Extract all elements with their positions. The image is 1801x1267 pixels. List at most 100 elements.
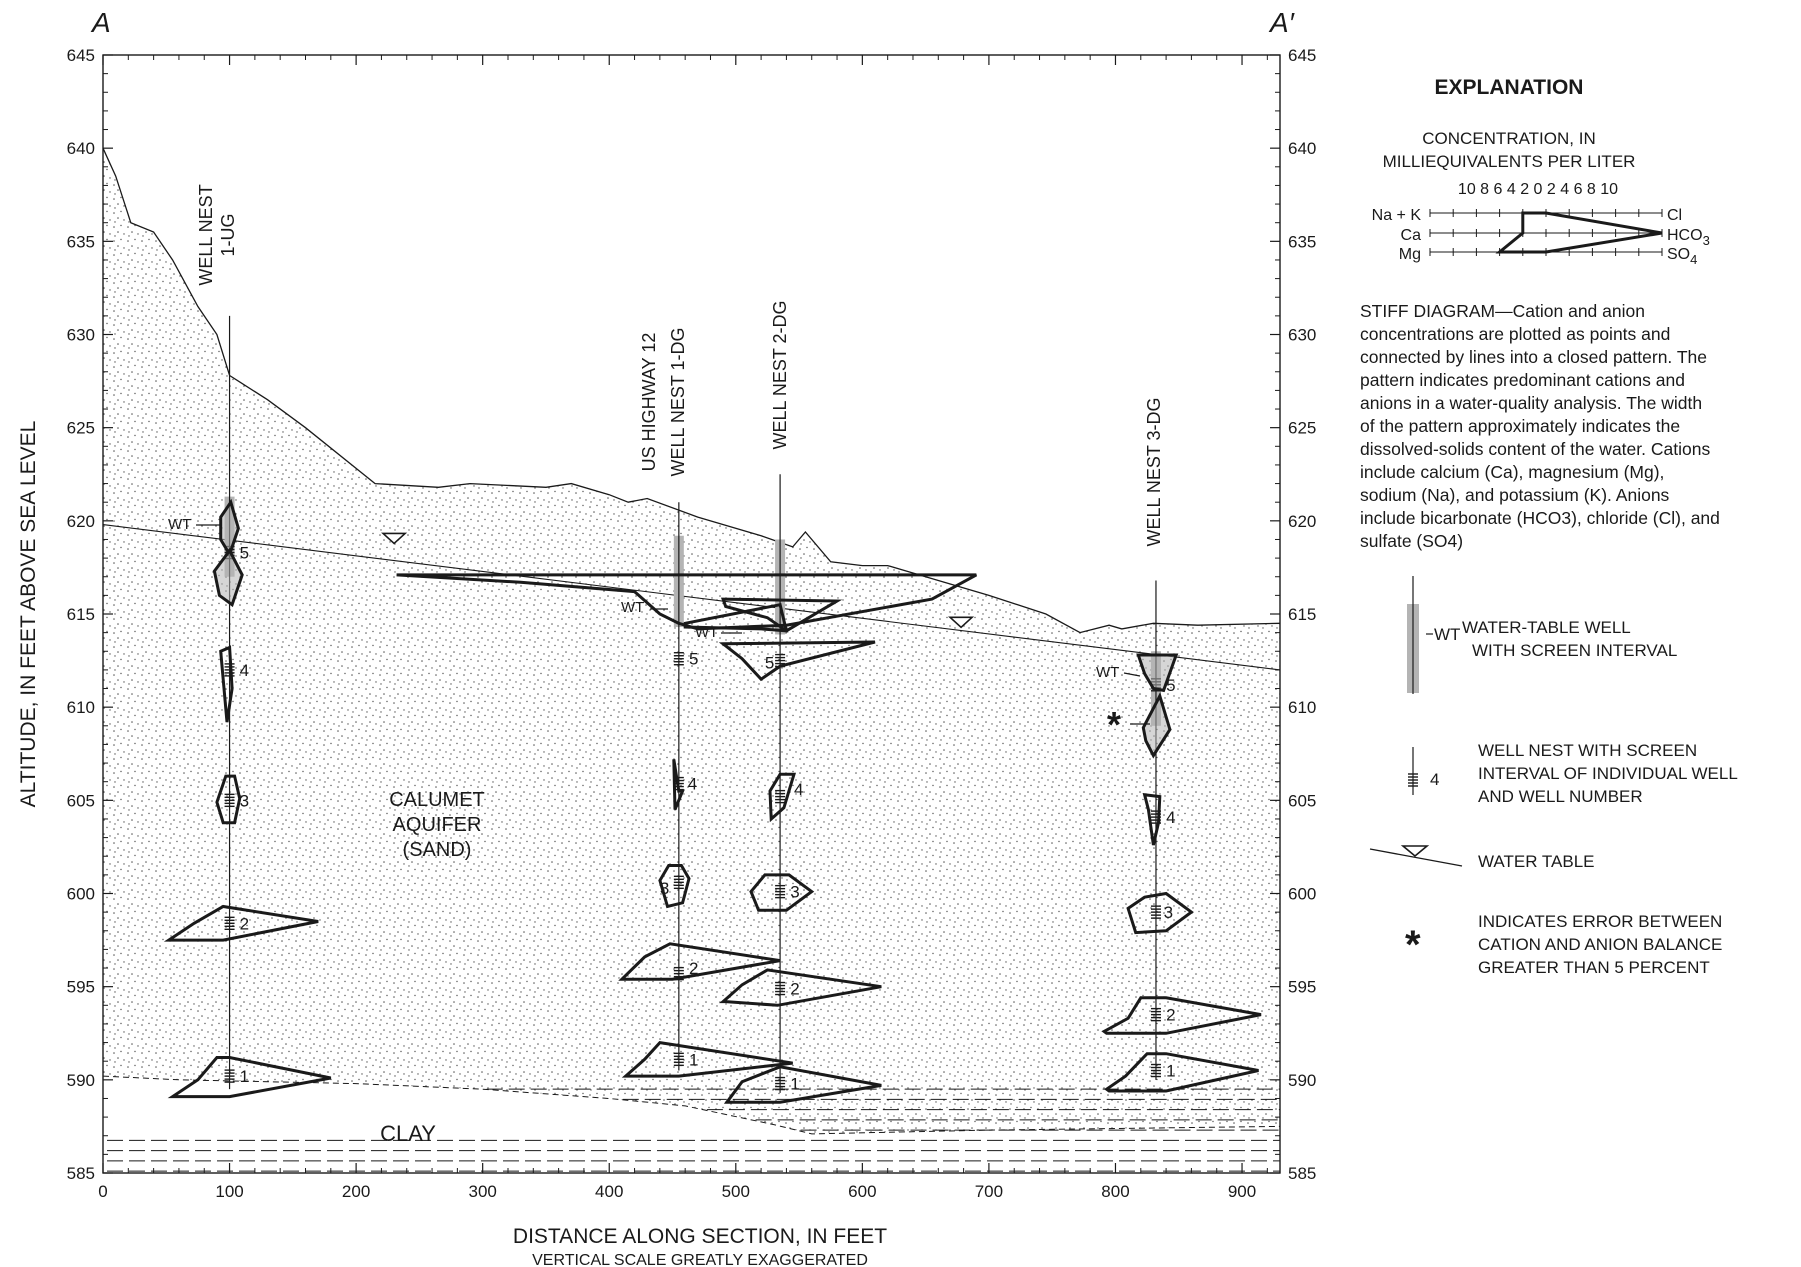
concentration-title-1: CONCENTRATION, IN: [1422, 129, 1595, 148]
well-number-label: 1: [689, 1050, 698, 1069]
stiff-diagram-2dg-wt: [720, 597, 843, 633]
well-number-label: 5: [765, 653, 774, 672]
legend-nest-text-2: INTERVAL OF INDIVIDUAL WELL: [1478, 764, 1738, 783]
stiff-diagram-1dg-1: [621, 1040, 793, 1078]
well-number-label: 2: [790, 980, 799, 999]
section-label-a: A: [90, 7, 111, 38]
well-number-label: 5: [240, 544, 249, 563]
legend-water-table-text: WATER TABLE: [1478, 852, 1595, 871]
y-tick-labels-right: 585 590 595 600 605 610 615 620 625 630 635 640 645: [1288, 46, 1316, 1183]
stiff-diagram-1ug-5: [219, 498, 240, 558]
legend-asterisk: *: [1405, 923, 1421, 967]
aquifer-label-line-3: (SAND): [403, 839, 472, 861]
legend-water-table-triangle: [1400, 845, 1430, 858]
legend-nest-text-3: AND WELL NUMBER: [1478, 787, 1643, 806]
y-tick-label-right: 610: [1288, 698, 1316, 717]
y-axis-title: ALTITUDE, IN FEET ABOVE SEA LEVEL: [17, 421, 40, 808]
stiff-diagram-1dg-3: [658, 864, 691, 909]
legend-nest-number: 4: [1430, 770, 1439, 789]
stiff-diagram-2dg-3: [749, 873, 815, 912]
stiff-diagram-2dg-5: [718, 640, 876, 682]
stiff-diagram-1dg-2: [618, 942, 781, 981]
stiff-scale-ticks: 10 8 6 4 2 0 2 4 6 8 10: [1458, 181, 1618, 198]
y-tick-label-left: 620: [67, 512, 95, 531]
water-table-markers: [381, 532, 975, 629]
y-tick-label-right: 590: [1288, 1071, 1316, 1090]
stiff-diagram-2dg-2: [719, 968, 882, 1007]
y-tick-label-right: 635: [1288, 232, 1316, 251]
well-nest-3dg-title: WELL NEST 3-DG: [1144, 397, 1164, 546]
stiff-diagram-3dg-5: [1136, 653, 1179, 693]
y-tick-label-right: 625: [1288, 419, 1316, 438]
legend-nest-text-1: WELL NEST WITH SCREEN: [1478, 741, 1697, 760]
x-tick-label: 400: [595, 1182, 623, 1201]
legend-nest-screen: [1408, 773, 1418, 787]
legend-error-text-2: CATION AND ANION BALANCE: [1478, 935, 1722, 954]
stiff-diagram-3dg-3: [1126, 891, 1194, 935]
aquifer-label-line-2: AQUIFER: [393, 814, 482, 836]
clay-label: CLAY: [380, 1121, 436, 1146]
y-tick-label-left: 595: [67, 978, 95, 997]
x-tick-labels: 0 100 200 300 400 500 600 700 800 900: [98, 1182, 1256, 1201]
well-nest-2dg-title: WELL NEST 2-DG: [770, 300, 790, 449]
well-number-label: 3: [660, 879, 669, 898]
y-tick-label-right: 595: [1288, 978, 1316, 997]
well-number-label: 2: [689, 959, 698, 978]
well-number-label: 4: [240, 661, 249, 680]
legend-anion-cl: Cl: [1667, 207, 1682, 224]
y-tick-label-left: 605: [67, 791, 95, 810]
land-surface-line: [102, 147, 1281, 634]
legend-water-table-line: [1369, 848, 1463, 867]
y-tick-label-right: 640: [1288, 139, 1316, 158]
wt-label-1dg: WT: [621, 599, 644, 616]
stiff-diagram-1ug-5b: [212, 547, 244, 608]
x-tick-label: 0: [98, 1182, 107, 1201]
legend-wt-well-text-2: WITH SCREEN INTERVAL: [1472, 641, 1677, 660]
y-tick-labels-left: 585 590 595 600 605 610 615 620 625 630 635 640 645: [67, 46, 95, 1183]
stiff-diagram-2dg-4: [768, 772, 797, 823]
y-tick-label-left: 640: [67, 139, 95, 158]
y-tick-label-left: 635: [67, 232, 95, 251]
well-number-label: 2: [1166, 1006, 1175, 1025]
well-nest-1dg-title-2: WELL NEST 1-DG: [668, 327, 688, 476]
y-tick-label-right: 600: [1288, 885, 1316, 904]
well-number-label: 5: [1166, 676, 1175, 695]
well-number-label: 4: [688, 775, 697, 794]
error-asterisk: *: [1107, 704, 1121, 745]
y-tick-label-left: 615: [67, 605, 95, 624]
legend-anion-so4: SO4: [1667, 246, 1697, 267]
well-nest-1ug-title-2: 1-UG: [218, 213, 238, 256]
well-number-label: 3: [1164, 903, 1173, 922]
well-nest-1ug-title-1: WELL NEST: [196, 184, 216, 285]
legend-error-text-1: INDICATES ERROR BETWEEN: [1478, 912, 1722, 931]
stiff-diagram-1dg-wt: [683, 602, 789, 633]
y-tick-label-left: 645: [67, 46, 95, 65]
water-table-marker: [381, 532, 408, 545]
explanation-title: EXPLANATION: [1435, 76, 1584, 99]
well-nest-1dg-title-1: US HIGHWAY 12: [639, 333, 659, 472]
wt-label-3dg: WT: [1096, 664, 1119, 681]
well-number-label: 1: [240, 1067, 249, 1086]
legend-stiff-polygon: [1495, 211, 1663, 254]
legend-error-text-3: GREATER THAN 5 PERCENT: [1478, 958, 1710, 977]
y-tick-label-left: 625: [67, 419, 95, 438]
x-tick-label: 100: [215, 1182, 243, 1201]
aquifer-label-line-1: CALUMET: [389, 789, 485, 811]
x-axis-title: DISTANCE ALONG SECTION, IN FEET: [513, 1225, 887, 1248]
concentration-title-2: MILLIEQUIVALENTS PER LITER: [1383, 152, 1636, 171]
water-table-marker: [948, 616, 975, 629]
x-tick-label: 500: [722, 1182, 750, 1201]
y-tick-label-left: 600: [67, 885, 95, 904]
well-number-label: 5: [689, 650, 698, 669]
stiff-diagram-3dg-1: [1103, 1052, 1259, 1093]
sand-aquifer-area: [103, 148, 1280, 1174]
y-tick-label-left: 585: [67, 1164, 95, 1183]
legend-stiff-diagram: [1429, 209, 1663, 256]
wt-label-1ug: WT: [168, 516, 191, 533]
y-tick-label-right: 630: [1288, 326, 1316, 345]
x-tick-label: 600: [848, 1182, 876, 1201]
stiff-diagram-1ug-4: [219, 645, 234, 723]
x-tick-label: 900: [1228, 1182, 1256, 1201]
wt-leader-lines: [196, 524, 1141, 677]
